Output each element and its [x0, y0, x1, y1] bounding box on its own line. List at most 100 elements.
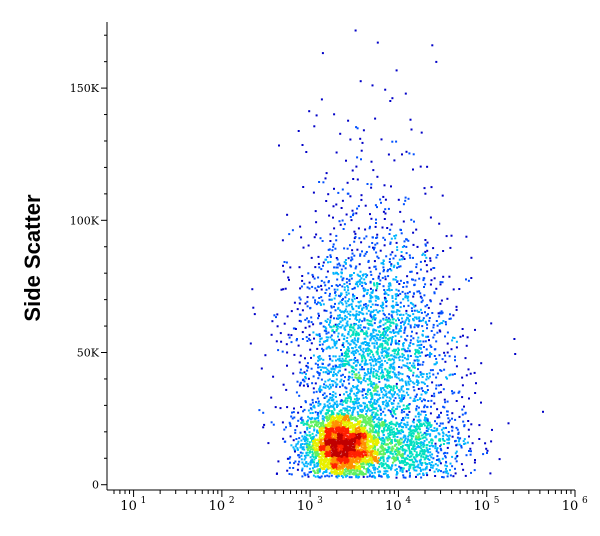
data-point: [384, 322, 387, 325]
data-point: [383, 350, 386, 353]
data-point: [365, 305, 368, 308]
data-point: [388, 370, 391, 373]
data-point: [369, 473, 372, 476]
data-point: [346, 405, 349, 408]
data-point: [353, 436, 355, 439]
data-point: [338, 359, 341, 362]
data-point: [442, 250, 445, 252]
data-point: [304, 377, 307, 380]
data-point: [356, 473, 358, 476]
data-point: [429, 375, 431, 378]
data-point: [397, 317, 400, 320]
data-point: [357, 454, 360, 457]
data-point: [369, 418, 372, 421]
data-point: [276, 313, 279, 316]
data-point: [314, 420, 317, 423]
data-point: [326, 452, 329, 455]
data-point: [369, 334, 372, 337]
data-point: [367, 435, 370, 437]
data-point: [377, 296, 380, 299]
data-point: [338, 262, 341, 265]
data-point: [367, 383, 370, 386]
data-point: [297, 463, 300, 466]
data-point: [300, 416, 303, 419]
data-point: [367, 370, 370, 373]
data-point: [312, 275, 315, 278]
data-point: [395, 373, 397, 376]
data-point: [332, 428, 334, 430]
data-point: [377, 357, 380, 360]
data-point: [395, 234, 398, 237]
data-point: [308, 443, 311, 446]
data-point: [366, 456, 369, 459]
data-point: [394, 331, 397, 334]
data-point: [301, 452, 304, 455]
data-point: [294, 328, 297, 330]
data-point: [371, 427, 374, 430]
data-point: [302, 446, 305, 449]
data-point: [310, 342, 313, 345]
data-point: [367, 261, 370, 263]
data-point: [360, 429, 363, 432]
data-point: [330, 468, 333, 471]
data-point: [279, 407, 282, 410]
data-point: [305, 336, 308, 339]
data-point: [374, 413, 377, 416]
data-point: [358, 453, 361, 456]
data-point: [343, 380, 345, 383]
data-point: [386, 423, 389, 426]
data-point: [360, 381, 363, 383]
data-point: [330, 334, 333, 337]
data-point: [331, 415, 334, 417]
data-point: [404, 199, 407, 202]
data-point: [348, 377, 351, 380]
data-point: [388, 313, 391, 316]
data-point: [402, 256, 405, 259]
data-point: [330, 474, 333, 477]
data-point: [348, 476, 351, 479]
data-point: [407, 295, 410, 298]
data-point: [378, 365, 381, 368]
data-point: [363, 377, 366, 379]
data-point: [377, 416, 380, 419]
data-point: [435, 340, 438, 343]
data-point: [354, 346, 357, 349]
data-point: [421, 389, 424, 392]
data-point: [366, 410, 369, 413]
data-point: [360, 354, 363, 357]
data-point: [396, 280, 399, 283]
data-point: [413, 220, 415, 223]
data-point: [356, 451, 359, 454]
data-point: [427, 400, 430, 402]
data-point: [286, 469, 289, 472]
data-point: [286, 457, 289, 460]
data-point: [330, 451, 333, 454]
data-point: [422, 252, 425, 255]
data-point: [326, 346, 329, 349]
data-point: [346, 414, 349, 417]
data-point: [439, 312, 442, 315]
data-point: [324, 464, 327, 467]
data-point: [407, 304, 410, 307]
data-point: [334, 373, 337, 375]
data-point: [376, 337, 378, 340]
data-point: [313, 277, 316, 280]
data-point: [421, 376, 424, 378]
data-point: [365, 363, 368, 366]
data-point: [336, 419, 339, 422]
data-point: [338, 410, 341, 413]
data-point: [271, 320, 274, 323]
data-point: [328, 417, 331, 420]
data-point: [362, 295, 365, 298]
data-point: [417, 325, 420, 328]
data-point: [417, 380, 420, 383]
data-point: [345, 426, 348, 428]
data-point: [274, 406, 277, 409]
data-point: [356, 405, 359, 408]
data-point: [352, 332, 355, 335]
data-point: [336, 420, 339, 423]
data-point: [334, 402, 336, 405]
data-point: [276, 472, 278, 475]
data-point: [320, 424, 323, 427]
data-point: [412, 386, 415, 389]
